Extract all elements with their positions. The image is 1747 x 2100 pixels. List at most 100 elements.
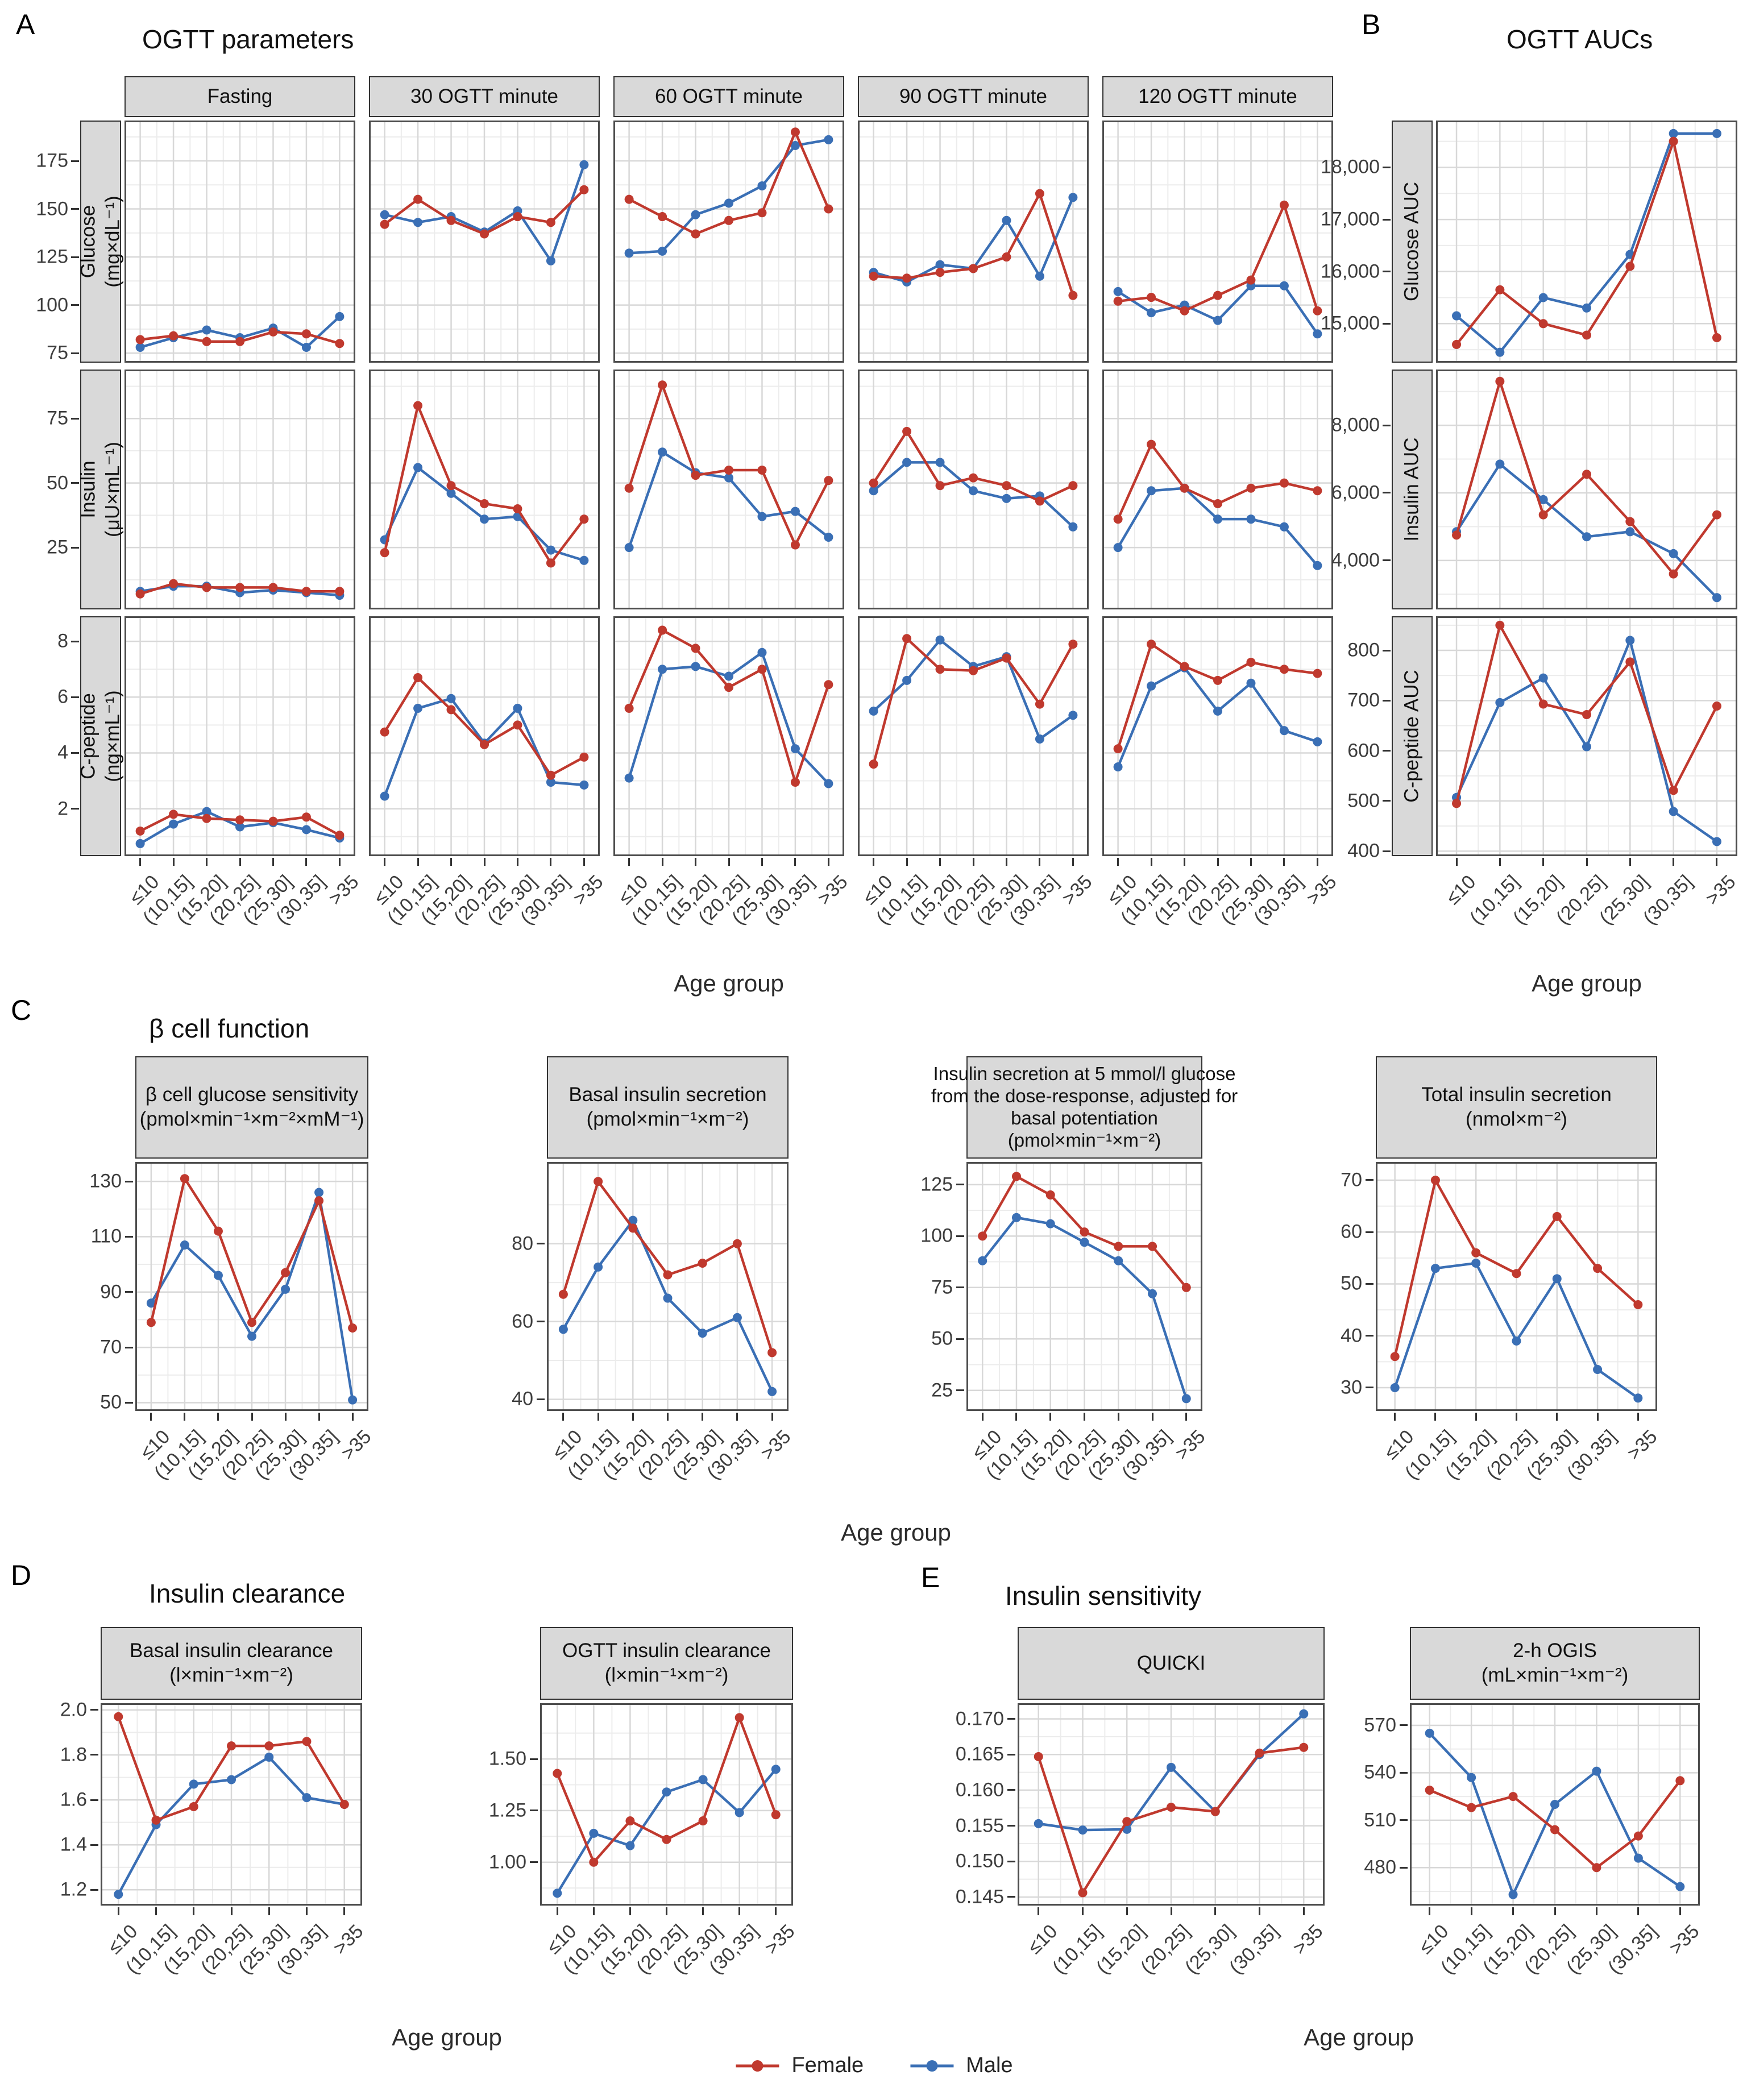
- facet-strip-label: (ng×mL⁻¹): [101, 690, 123, 782]
- x-axis-title-panel-e: Age group: [1304, 2024, 1414, 2051]
- series-points-female: [380, 401, 589, 568]
- facet-chart-A_glucose_fasting: [125, 121, 355, 363]
- series-points-female: [624, 380, 833, 550]
- y-tick-label: 40: [512, 1388, 533, 1410]
- x-tick-mark: [597, 1413, 599, 1421]
- facet-chart-C_total_secretion: [1376, 1162, 1657, 1411]
- x-tick-mark: [417, 858, 419, 866]
- y-tick-mark: [1383, 218, 1391, 221]
- x-tick-mark: [562, 1413, 565, 1421]
- y-tick-mark: [71, 482, 79, 484]
- facet-strip: Basal insulin secretion (pmol×min⁻¹×m⁻²): [547, 1056, 789, 1159]
- y-tick-mark: [537, 1398, 545, 1400]
- y-tick-mark: [1007, 1753, 1015, 1755]
- y-tick-label: 30: [1341, 1376, 1362, 1398]
- x-tick-mark: [251, 1413, 253, 1421]
- x-tick-mark: [1081, 1907, 1084, 1915]
- facet-strip: β cell glucose sensitivity (pmol×min⁻¹×m⁻…: [135, 1056, 368, 1159]
- x-tick-label: >35: [813, 871, 852, 910]
- x-tick-mark: [172, 858, 175, 866]
- facet-chart-B_insulin_auc: [1436, 370, 1737, 609]
- y-tick-label: 0.145: [955, 1886, 1004, 1908]
- x-tick-mark: [794, 858, 796, 866]
- x-tick-mark: [1394, 1413, 1396, 1421]
- x-tick-mark: [351, 1413, 354, 1421]
- y-tick-mark: [530, 1861, 538, 1864]
- y-tick-label: 500: [1347, 790, 1380, 812]
- x-tick-mark: [972, 858, 974, 866]
- x-tick-mark: [1250, 858, 1252, 866]
- facet-strip-label: 90 OGTT minute: [899, 85, 1047, 107]
- legend-swatch-female-icon: [736, 2060, 779, 2072]
- x-tick-mark: [305, 858, 308, 866]
- x-tick-mark: [771, 1413, 773, 1421]
- y-tick-mark: [1400, 1819, 1408, 1821]
- series-points-male: [146, 1188, 358, 1405]
- y-tick-mark: [71, 352, 79, 354]
- x-tick-mark: [1015, 1413, 1018, 1421]
- y-tick-mark: [125, 1291, 133, 1293]
- y-tick-mark: [71, 640, 79, 642]
- gridlines: [125, 121, 355, 363]
- x-tick-mark: [193, 1907, 195, 1915]
- x-tick-mark: [738, 1907, 741, 1915]
- x-tick-mark: [206, 858, 208, 866]
- facet-strip-label: (mL×min⁻¹×m⁻²): [1481, 1664, 1629, 1686]
- x-tick-mark: [516, 858, 518, 866]
- x-tick-mark: [272, 858, 274, 866]
- facet-strip-label: C-peptide: [77, 693, 99, 779]
- y-tick-mark: [1366, 1179, 1373, 1181]
- facet-chart-D_basal_clearance: [101, 1703, 362, 1906]
- facet-strip-label: (nmol×m⁻²): [1466, 1108, 1567, 1130]
- y-tick-label: 90: [100, 1281, 122, 1303]
- y-tick-mark: [90, 1799, 98, 1801]
- x-axis-title-panel-d: Age group: [392, 2024, 502, 2051]
- x-tick-label: >35: [1171, 1426, 1210, 1464]
- facet-strip-label: (pmol×min⁻¹×m⁻²×mM⁻¹): [139, 1108, 364, 1130]
- x-tick-label: ≤10: [1023, 1920, 1062, 1958]
- x-tick-mark: [1499, 858, 1501, 866]
- facet-strip-label: (l×min⁻¹×m⁻²): [169, 1664, 293, 1686]
- facet-strip: 60 OGTT minute: [613, 76, 844, 117]
- panel-label-d: D: [11, 1559, 32, 1591]
- y-tick-mark: [1400, 1724, 1408, 1727]
- x-axis-title-panel-a: Age group: [674, 970, 784, 997]
- x-tick-label: >35: [760, 1920, 799, 1959]
- facet-strip-label: Fasting: [207, 85, 273, 107]
- x-tick-mark: [556, 1907, 558, 1915]
- y-tick-label: 0.160: [955, 1779, 1004, 1801]
- x-tick-mark: [1283, 858, 1285, 866]
- gridlines: [1102, 370, 1333, 609]
- y-tick-label: 150: [36, 198, 68, 220]
- series-points-female: [1034, 1742, 1309, 1898]
- series-points-female: [1113, 640, 1322, 754]
- y-tick-mark: [956, 1184, 964, 1186]
- y-tick-label: 70: [100, 1336, 122, 1358]
- y-tick-mark: [537, 1243, 545, 1245]
- x-tick-mark: [583, 858, 585, 866]
- x-tick-mark: [1005, 858, 1007, 866]
- y-tick-mark: [90, 1709, 98, 1711]
- facet-strip-label: C-peptide AUC: [1400, 670, 1423, 803]
- series-points-male: [1452, 128, 1721, 357]
- x-tick-mark: [1516, 1413, 1517, 1421]
- gridlines: [101, 1703, 362, 1906]
- x-tick-label: >35: [1702, 871, 1740, 910]
- x-tick-mark: [230, 1907, 233, 1915]
- x-tick-label: >35: [1302, 871, 1341, 910]
- legend-swatch-male-icon: [910, 2060, 954, 2072]
- x-tick-mark: [1039, 858, 1041, 866]
- legend-label-male: Male: [966, 2053, 1013, 2077]
- panel-title-insulin-sensitivity: Insulin sensitivity: [1005, 1581, 1202, 1611]
- x-tick-mark: [873, 858, 875, 866]
- x-tick-mark: [1554, 1907, 1556, 1915]
- y-tick-mark: [956, 1235, 964, 1237]
- x-tick-mark: [1150, 858, 1152, 866]
- x-tick-mark: [1673, 858, 1675, 866]
- y-tick-mark: [1400, 1771, 1408, 1774]
- y-tick-label: 130: [89, 1170, 122, 1192]
- y-tick-mark: [1007, 1896, 1015, 1898]
- x-tick-mark: [939, 858, 941, 866]
- y-tick-label: 0.165: [955, 1743, 1004, 1765]
- x-tick-mark: [1038, 1907, 1040, 1915]
